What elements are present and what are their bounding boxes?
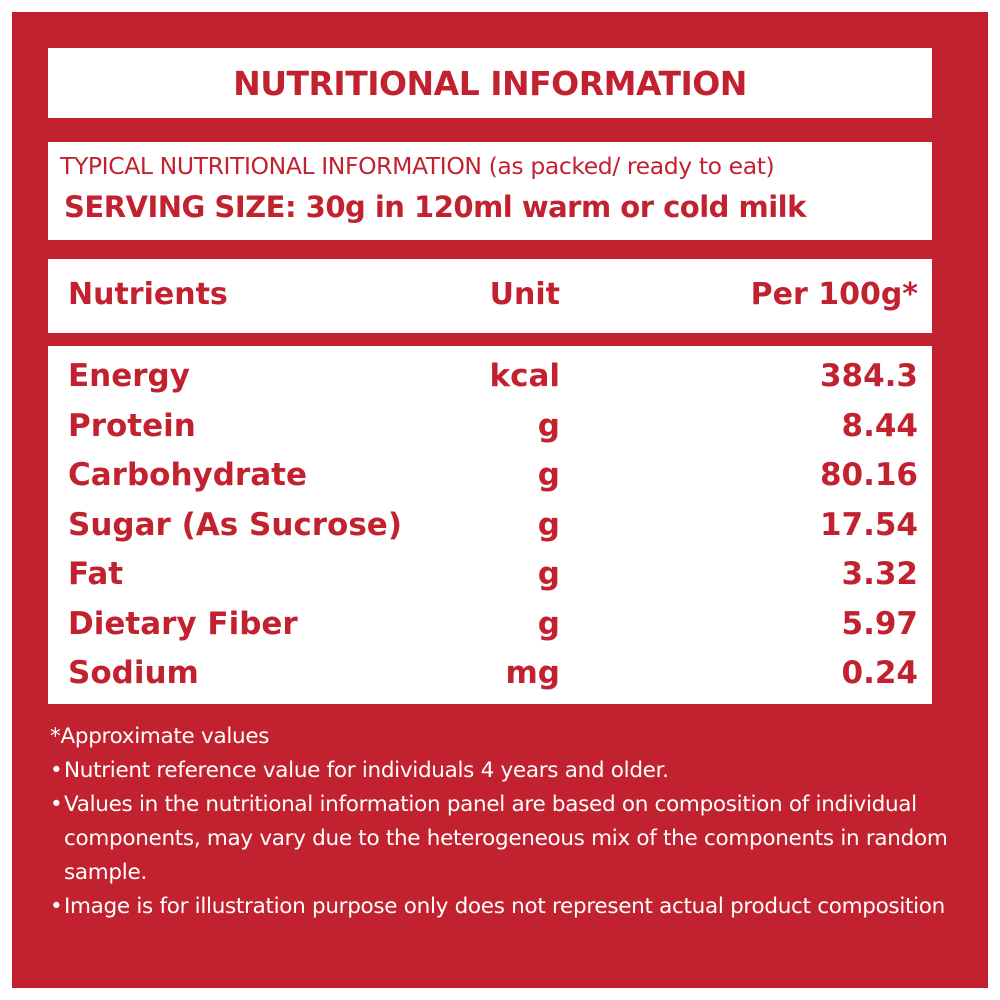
table-header: Nutrients Unit Per 100g* [48, 259, 932, 333]
approximate-values-text: *Approximate values [50, 724, 270, 749]
table-body: Energy kcal 384.3 Protein g 8.44 Carbohy… [48, 346, 932, 704]
footnote-text: Image is for illustration purpose only d… [64, 894, 945, 919]
footnote-text: Values in the nutritional information pa… [64, 792, 948, 885]
footnote-item: • Values in the nutritional information … [50, 788, 950, 890]
nutrient-unit: kcal [489, 358, 560, 394]
table-row: Fat g 3.32 [48, 552, 932, 602]
nutrient-value: 5.97 [841, 605, 919, 642]
nutrient-value: 80.16 [819, 457, 918, 493]
table-row: Sodium mg 0.24 [48, 651, 932, 701]
panel-title: NUTRITIONAL INFORMATION [233, 63, 747, 103]
table-row: Sugar (As Sucrose) g 17.54 [48, 503, 932, 553]
title-box: NUTRITIONAL INFORMATION [48, 48, 932, 118]
nutrient-value: 17.54 [819, 506, 918, 543]
bullet-icon: • [50, 894, 63, 919]
header-per-100g: Per 100g* [750, 277, 918, 312]
nutrient-name: Carbohydrate [68, 457, 307, 493]
table-row: Dietary Fiber g 5.97 [48, 602, 932, 652]
nutrition-panel: NUTRITIONAL INFORMATION TYPICAL NUTRITIO… [12, 12, 988, 988]
header-nutrients: Nutrients [68, 277, 228, 312]
nutrient-unit: g [537, 556, 560, 592]
table-row: Energy kcal 384.3 [48, 354, 932, 404]
approximate-values-note: *Approximate values [50, 720, 950, 754]
nutrient-unit: g [537, 407, 560, 444]
footnotes: *Approximate values • Nutrient reference… [50, 720, 950, 924]
nutrient-value: 3.32 [841, 556, 919, 592]
nutrient-name: Protein [68, 407, 196, 444]
footnote-item: • Image is for illustration purpose only… [50, 890, 950, 924]
nutrient-unit: g [537, 506, 560, 543]
bullet-icon: • [50, 758, 63, 783]
nutrient-value: 384.3 [819, 358, 918, 394]
table-rows: Energy kcal 384.3 Protein g 8.44 Carbohy… [48, 354, 932, 701]
nutrient-name: Sugar (As Sucrose) [68, 506, 402, 543]
serving-info-box: TYPICAL NUTRITIONAL INFORMATION (as pack… [48, 142, 932, 240]
footnote-item: • Nutrient reference value for individua… [50, 754, 950, 788]
nutrient-unit: g [537, 457, 560, 493]
nutrient-name: Dietary Fiber [68, 605, 298, 642]
table-row: Carbohydrate g 80.16 [48, 453, 932, 503]
typical-info-text: TYPICAL NUTRITIONAL INFORMATION (as pack… [60, 152, 775, 180]
table-row: Protein g 8.44 [48, 404, 932, 454]
header-unit: Unit [489, 277, 560, 312]
nutrient-name: Sodium [68, 655, 199, 691]
nutrient-name: Energy [68, 358, 190, 394]
nutrient-name: Fat [68, 556, 124, 592]
footnote-text: Nutrient reference value for individuals… [64, 758, 669, 783]
nutrient-value: 0.24 [841, 655, 919, 691]
serving-size-text: SERVING SIZE: 30g in 120ml warm or cold … [64, 190, 806, 224]
nutrient-unit: g [537, 605, 560, 642]
nutrient-value: 8.44 [841, 407, 919, 444]
nutrient-unit: mg [505, 655, 561, 691]
bullet-icon: • [50, 792, 63, 817]
